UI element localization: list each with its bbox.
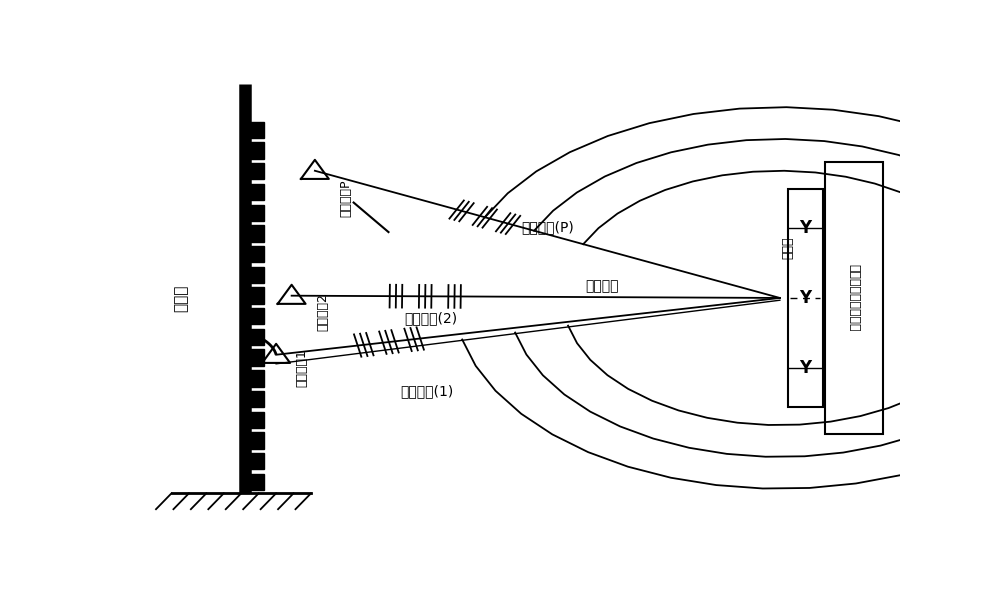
Bar	[788, 189, 822, 407]
Text: 天线阵: 天线阵	[781, 237, 794, 259]
Text: 回波信号(2): 回波信号(2)	[405, 312, 458, 326]
Bar	[247, 142, 264, 159]
Text: 角反射器P: 角反射器P	[339, 179, 352, 217]
Bar	[247, 267, 264, 283]
Bar	[247, 246, 264, 263]
Text: 发射信号: 发射信号	[585, 280, 618, 294]
Text: Y: Y	[799, 219, 811, 237]
Bar	[247, 391, 264, 407]
Bar	[247, 122, 264, 138]
Text: 角反射刨1: 角反射刨1	[295, 349, 308, 387]
Bar	[247, 432, 264, 449]
Text: 角反射刨2: 角反射刨2	[316, 293, 329, 330]
Bar	[247, 287, 264, 304]
Bar	[247, 163, 264, 179]
Bar	[247, 370, 264, 386]
Bar	[825, 162, 883, 434]
Text: 微位移测量阵列雷达: 微位移测量阵列雷达	[847, 264, 860, 332]
Bar	[247, 453, 264, 470]
Bar	[247, 474, 264, 490]
Text: 回波信号(1): 回波信号(1)	[401, 384, 454, 398]
Bar	[247, 349, 264, 366]
Bar	[247, 205, 264, 221]
Text: 回波信号(P): 回波信号(P)	[521, 221, 574, 235]
Text: Y: Y	[799, 359, 811, 377]
Bar	[247, 412, 264, 428]
Bar	[247, 184, 264, 200]
Bar	[247, 308, 264, 325]
Bar	[247, 329, 264, 345]
Bar	[247, 225, 264, 241]
Text: Y: Y	[799, 289, 811, 307]
Text: 被测物: 被测物	[173, 284, 188, 312]
